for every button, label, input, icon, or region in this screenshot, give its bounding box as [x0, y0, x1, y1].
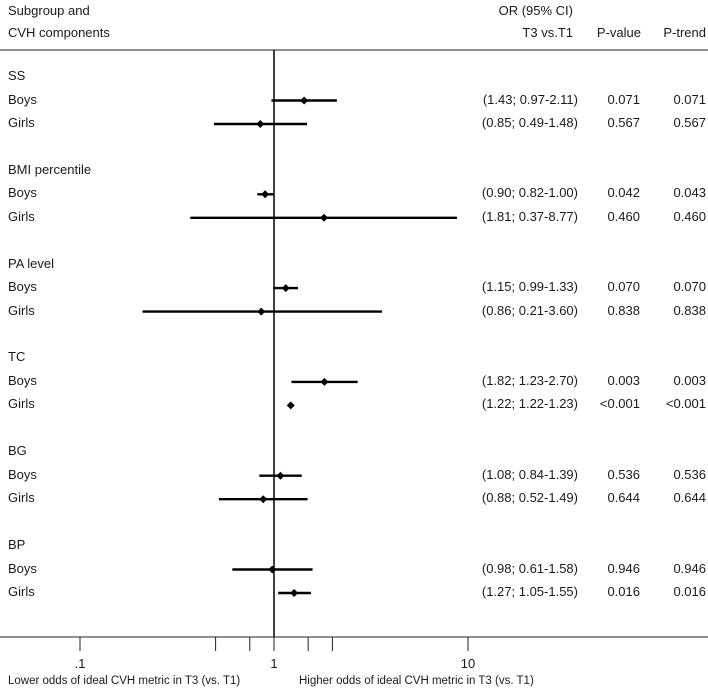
p-trend: 0.644	[673, 490, 706, 506]
row-label: Girls	[8, 208, 35, 224]
header-pvalue: P-value	[596, 25, 641, 40]
point-estimate	[320, 377, 329, 386]
ci-text: (1.82; 1.23-2.70)	[481, 372, 578, 388]
ci-text: (0.85; 0.49-1.48)	[481, 115, 578, 130]
point-estimate	[290, 589, 299, 597]
footer-higher-odds-note: Higher odds of ideal CVH metric in T3 (v…	[299, 675, 534, 687]
point-estimate	[257, 307, 266, 316]
ci-text: (1.43; 0.97-2.11)	[482, 91, 578, 107]
p-trend: 0.460	[673, 208, 706, 224]
group-label: TC	[8, 349, 26, 365]
p-value: 0.946	[607, 560, 640, 576]
p-trend: 0.016	[673, 584, 706, 599]
point-estimate	[268, 565, 277, 574]
footer-lower-odds-note: Lower odds of ideal CVH metric in T3 (vs…	[8, 675, 241, 687]
ci-text: (0.98; 0.61-1.58)	[481, 560, 578, 576]
p-value: 0.071	[607, 91, 640, 107]
p-value: 0.042	[607, 185, 640, 201]
ci-text: (1.08; 0.84-1.39)	[481, 466, 578, 482]
p-trend: 0.070	[673, 279, 706, 295]
row-label: Girls	[8, 490, 35, 506]
p-value: 0.644	[607, 490, 640, 506]
row-label: Boys	[8, 372, 37, 388]
ci-text: (1.81; 0.37-8.77)	[481, 208, 578, 224]
x-tick-label: 10	[460, 656, 476, 671]
row-label: Boys	[8, 91, 37, 107]
row-label: Boys	[8, 466, 37, 482]
x-tick-label: 1	[270, 656, 278, 671]
p-trend: 0.536	[673, 466, 706, 482]
point-estimate	[256, 120, 265, 128]
p-trend: 0.567	[673, 115, 706, 130]
group-label: SS	[8, 68, 26, 83]
row-label: Girls	[8, 302, 35, 318]
header-subgroup-line2: CVH components	[8, 25, 110, 40]
row-label: Girls	[8, 396, 35, 412]
x-tick-label: .1	[74, 656, 86, 671]
point-estimate	[300, 96, 309, 105]
row-label: Girls	[8, 584, 35, 599]
p-trend: 0.838	[673, 302, 706, 318]
point-estimate	[281, 284, 290, 293]
row-label: Boys	[8, 560, 37, 576]
point-estimate	[319, 213, 328, 222]
group-label: BG	[8, 443, 27, 459]
ci-text: (0.90; 0.82-1.00)	[481, 185, 578, 201]
ci-text: (0.86; 0.21-3.60)	[481, 302, 578, 318]
p-trend: 0.043	[673, 185, 706, 201]
point-estimate	[259, 495, 268, 504]
p-trend: 0.071	[673, 91, 706, 107]
row-label: Boys	[8, 185, 37, 201]
p-trend: 0.003	[673, 372, 706, 388]
p-value: 0.070	[607, 279, 640, 295]
ci-text: (1.15; 0.99-1.33)	[481, 279, 578, 295]
group-label: BP	[8, 537, 26, 552]
p-value: 0.838	[607, 302, 640, 318]
p-trend: <0.001	[665, 396, 706, 412]
point-estimate	[261, 190, 270, 199]
group-label: BMI percentile	[8, 161, 92, 177]
p-value: <0.001	[599, 396, 640, 412]
header-ptrend: P-trend	[663, 25, 706, 40]
group-label: PA level	[8, 255, 55, 271]
header-or-line1: OR (95% CI)	[498, 3, 573, 18]
p-trend: 0.946	[673, 560, 706, 576]
header-subgroup-line1: Subgroup and	[8, 3, 90, 18]
header-or-line2: T3 vs.T1	[522, 25, 573, 40]
point-estimate	[286, 401, 295, 410]
ci-text: (1.22; 1.22-1.23)	[481, 396, 578, 412]
p-value: 0.003	[607, 372, 640, 388]
p-value: 0.567	[607, 115, 640, 130]
row-label: Girls	[8, 115, 35, 130]
ci-text: (0.88; 0.52-1.49)	[481, 490, 578, 506]
p-value: 0.536	[607, 466, 640, 482]
row-label: Boys	[8, 279, 37, 295]
p-value: 0.016	[607, 584, 640, 599]
p-value: 0.460	[607, 208, 640, 224]
ci-text: (1.27; 1.05-1.55)	[481, 584, 578, 599]
point-estimate	[276, 471, 285, 480]
